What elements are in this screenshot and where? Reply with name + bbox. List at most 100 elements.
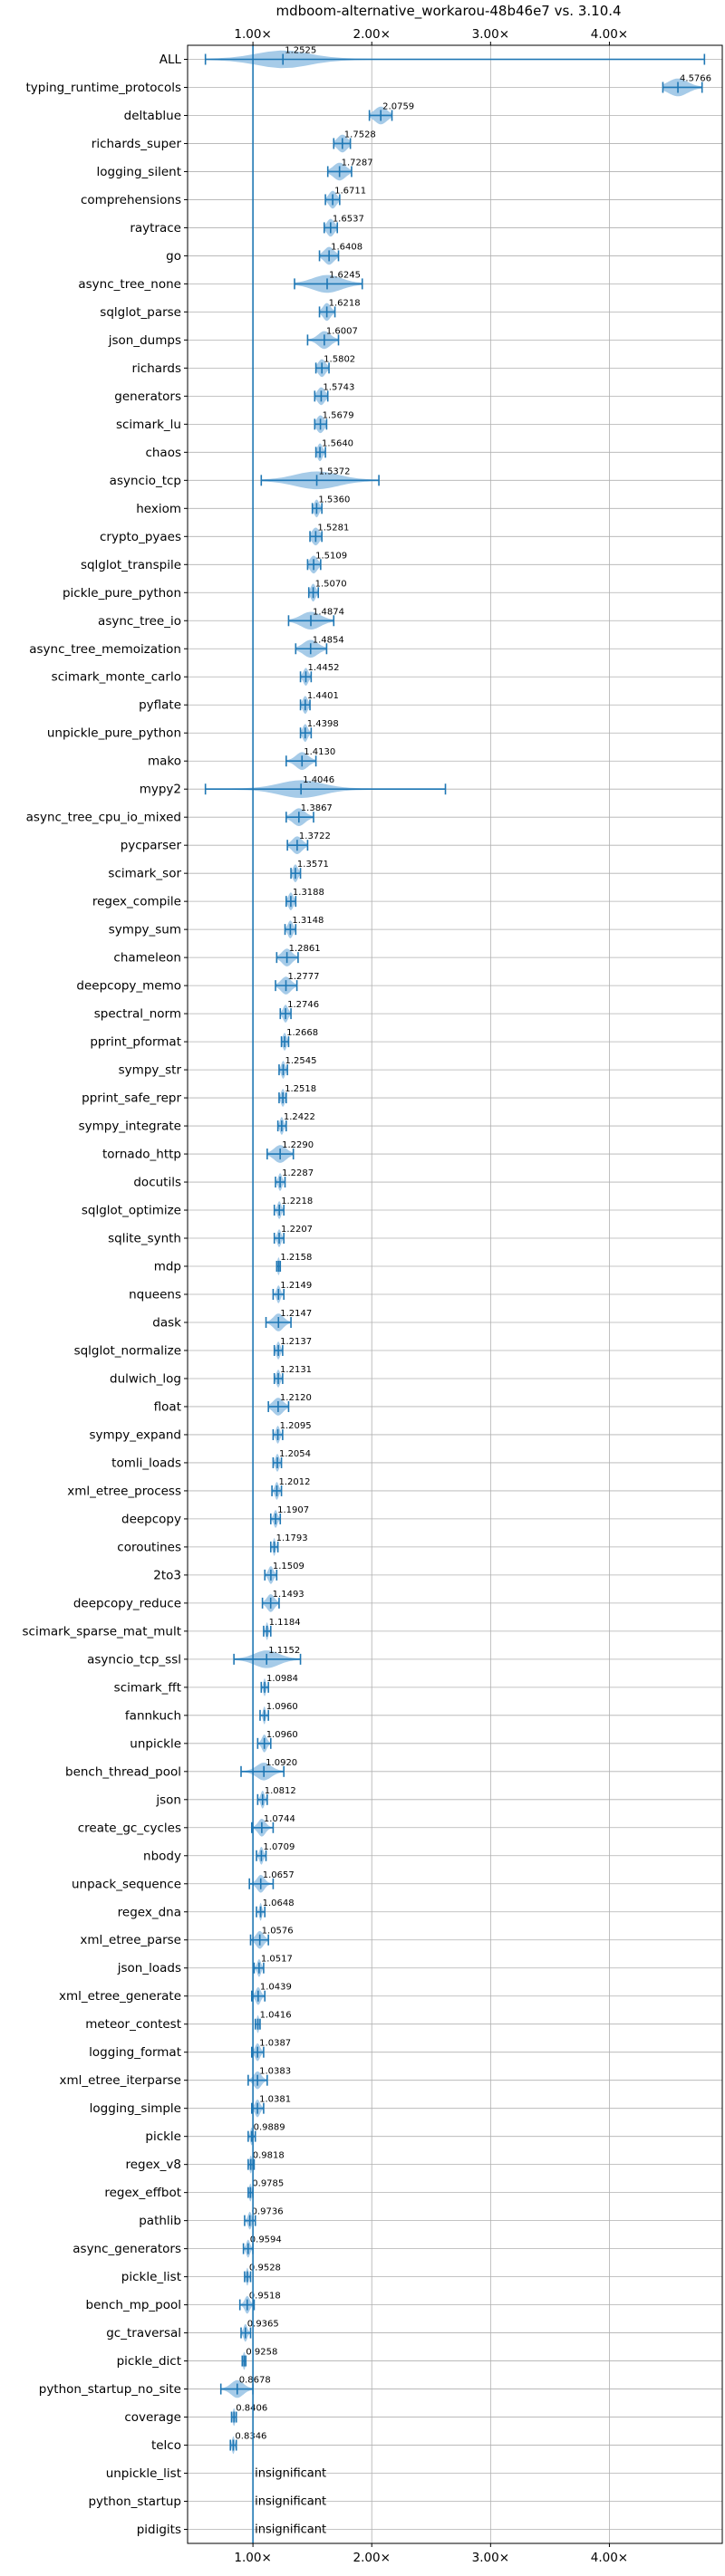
value-label: 1.0709 (263, 1842, 295, 1852)
y-tick-label: sqlglot_normalize (74, 1343, 181, 1358)
value-label: 1.0381 (259, 2095, 291, 2105)
y-tick-label: create_gc_cycles (78, 1821, 181, 1835)
insignificant-label: insignificant (255, 2523, 326, 2537)
value-label: 0.9528 (249, 2264, 281, 2273)
value-label: 1.6408 (331, 242, 362, 252)
y-tick-label: ALL (160, 53, 182, 67)
y-tick-label: mako (148, 755, 181, 769)
y-tick-label: unpickle_list (106, 2466, 181, 2481)
value-label: 1.1509 (273, 1562, 304, 1572)
value-label: 1.2518 (285, 1084, 316, 1094)
value-label: 1.0439 (260, 1983, 292, 1993)
y-tick-label: python_startup (88, 2494, 181, 2509)
value-label: 1.5372 (319, 466, 351, 476)
y-tick-label: async_tree_memoization (29, 642, 181, 657)
y-tick-label: richards (132, 361, 181, 376)
x-tick-label-bottom: 2.00× (353, 2551, 391, 2565)
value-label: 1.2777 (288, 972, 320, 982)
y-tick-label: spectral_norm (94, 1007, 181, 1022)
y-tick-label: dask (152, 1315, 181, 1330)
value-label: 0.9518 (249, 2292, 281, 2302)
y-tick-label: nqueens (129, 1288, 181, 1302)
y-tick-label: crypto_pyaes (100, 530, 181, 544)
value-label: 1.0648 (263, 1898, 295, 1908)
y-tick-label: mypy2 (140, 783, 181, 797)
value-label: 0.9889 (254, 2123, 285, 2133)
value-label: 1.2120 (280, 1393, 312, 1403)
value-label: 1.5802 (324, 354, 355, 364)
value-label: 1.2422 (284, 1112, 315, 1122)
y-tick-label: bench_thread_pool (65, 1764, 181, 1779)
value-label: 1.0416 (260, 2011, 292, 2021)
value-label: 0.9785 (252, 2179, 284, 2189)
value-label: 1.5640 (322, 438, 353, 448)
value-label: 0.8406 (236, 2404, 267, 2414)
chart-title: mdboom-alternative_workarou-48b46e7 vs. … (276, 3, 621, 20)
y-tick-label: pidigits (137, 2523, 181, 2537)
value-label: 0.9818 (253, 2151, 285, 2161)
value-label: 1.3867 (301, 803, 333, 813)
y-tick-label: regex_dna (118, 1905, 181, 1919)
x-tick-label-bottom: 1.00× (234, 2551, 271, 2565)
y-tick-label: pathlib (139, 2214, 181, 2228)
y-tick-label: 2to3 (153, 1568, 181, 1582)
y-tick-label: pprint_pformat (90, 1035, 181, 1050)
y-tick-label: richards_super (92, 137, 182, 151)
value-label: 1.2861 (289, 944, 321, 954)
y-tick-label: async_tree_none (78, 277, 181, 292)
y-tick-label: xml_etree_process (67, 1484, 181, 1498)
axes-layer: ALL typing_runtime_protocols deltablue rich… (23, 27, 723, 2565)
y-tick-label: json (155, 1793, 181, 1807)
y-tick-label: fannkuch (125, 1708, 181, 1723)
value-label: 1.2525 (285, 45, 316, 55)
y-tick-label: regex_effbot (104, 2186, 181, 2200)
y-tick-label: logging_silent (97, 165, 181, 179)
value-label: 0.9258 (246, 2348, 277, 2358)
value-label: 1.1184 (269, 1618, 301, 1628)
value-label: 1.0960 (266, 1730, 298, 1740)
value-label: 1.2290 (282, 1140, 314, 1150)
x-tick-label-bottom: 4.00× (591, 2551, 628, 2565)
value-label: 1.2207 (281, 1225, 313, 1235)
value-label: 1.2095 (280, 1421, 312, 1431)
value-label: 1.7287 (342, 158, 373, 168)
value-label: 1.2668 (286, 1028, 318, 1038)
value-label: 1.2149 (280, 1281, 312, 1291)
y-tick-label: logging_simple (90, 2101, 181, 2116)
value-label: 1.0812 (265, 1786, 296, 1796)
value-label: 1.5281 (317, 523, 349, 533)
value-label: 1.4854 (313, 635, 344, 645)
value-label: 1.3722 (299, 831, 331, 841)
y-tick-label: chameleon (113, 951, 181, 966)
y-tick-label: logging_format (89, 2045, 181, 2060)
value-label: 1.4874 (313, 607, 344, 617)
y-tick-label: scimark_monte_carlo (52, 670, 181, 685)
y-tick-label: deepcopy_reduce (73, 1596, 181, 1610)
value-label: 1.2218 (281, 1197, 313, 1206)
value-label: 1.5109 (315, 551, 347, 561)
y-tick-label: meteor_contest (85, 2017, 181, 2032)
value-label: 1.3148 (292, 916, 324, 926)
value-label: 1.0517 (261, 1955, 293, 1965)
y-tick-label: sqlglot_transpile (81, 558, 181, 572)
y-tick-label: sqlglot_optimize (82, 1204, 181, 1218)
y-tick-label: coroutines (117, 1540, 181, 1554)
y-tick-label: xml_etree_generate (59, 1989, 181, 2004)
y-tick-label: deltablue (124, 109, 181, 123)
value-label: 1.0984 (266, 1674, 298, 1684)
y-tick-label: tomli_loads (111, 1456, 181, 1470)
value-label: 1.0576 (262, 1927, 294, 1937)
value-label: 1.2147 (280, 1309, 312, 1319)
value-label: 1.5360 (318, 495, 350, 505)
y-tick-label: pyflate (139, 698, 181, 713)
value-label: 1.0744 (264, 1814, 295, 1824)
insignificant-label: insignificant (255, 2495, 326, 2509)
value-label: 1.2158 (280, 1253, 312, 1263)
y-tick-label: scimark_lu (116, 418, 181, 432)
y-tick-label: async_generators (72, 2242, 181, 2256)
value-label: 0.8678 (239, 2376, 271, 2386)
value-label: 1.2746 (287, 1000, 319, 1010)
y-tick-label: scimark_sparse_mat_mult (23, 1624, 181, 1639)
y-tick-label: typing_runtime_protocols (26, 81, 182, 95)
